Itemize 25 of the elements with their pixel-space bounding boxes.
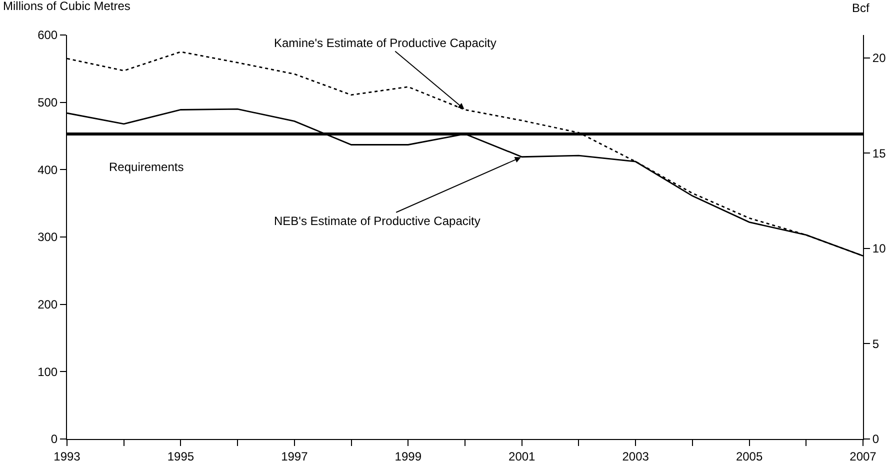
- y-tick-label: 0: [50, 432, 58, 446]
- y-tick-label: 600: [38, 28, 58, 42]
- x-tick-label: 2001: [508, 449, 536, 464]
- y2-tick-label: 10: [872, 242, 886, 256]
- y2-tick-label: 20: [872, 51, 886, 66]
- y2-tick-label: 0: [872, 432, 880, 446]
- annotation: Kamine's Estimate of Productive Capacity: [274, 36, 496, 50]
- y-tick-label: 300: [38, 230, 58, 244]
- y-tick-label: 200: [38, 298, 58, 312]
- x-tick-label: 2003: [622, 449, 650, 464]
- y2-axis-title: Bcf: [852, 1, 870, 15]
- annotation: NEB's Estimate of Productive Capacity: [274, 214, 480, 228]
- ref-line-label: Requirements: [109, 160, 184, 174]
- y2-tick-label: 5: [872, 336, 880, 351]
- x-tick-label: 2007: [850, 449, 877, 464]
- x-tick-label: 2005: [736, 449, 763, 464]
- x-tick-label: 1997: [281, 449, 308, 464]
- y-tick-label: 400: [38, 162, 58, 177]
- y-axis-title: Millions of Cubic Metres: [3, 0, 130, 13]
- x-tick-label: 1993: [54, 449, 81, 464]
- y-tick-label: 500: [38, 96, 58, 110]
- x-tick-label: 1995: [167, 449, 194, 464]
- x-tick-label: 1999: [394, 449, 422, 464]
- y2-tick-label: 15: [872, 146, 886, 160]
- y-tick-label: 100: [38, 364, 58, 379]
